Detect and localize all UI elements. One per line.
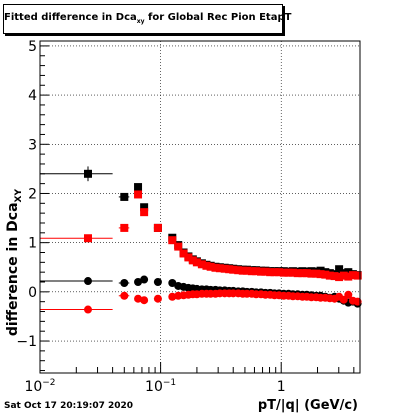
square-marker	[344, 272, 353, 281]
square-marker	[234, 266, 243, 275]
circle-marker	[83, 277, 92, 286]
y-tick-label: 4	[28, 88, 37, 104]
plot-title-subscript: xy	[136, 18, 145, 25]
circle-marker	[134, 294, 143, 303]
square-marker	[312, 269, 321, 278]
square-marker	[134, 183, 143, 192]
circle-marker	[344, 290, 353, 299]
square-marker	[140, 208, 149, 217]
title-box: Fitted difference in Dcaxy for Global Re…	[3, 4, 291, 34]
square-marker	[270, 268, 279, 277]
square-marker	[220, 264, 229, 273]
axis-ticks	[39, 45, 355, 373]
circle-marker	[168, 292, 177, 301]
data-markers	[40, 166, 362, 314]
square-marker	[339, 271, 348, 280]
square-marker	[353, 271, 362, 280]
square-marker	[174, 242, 183, 251]
plot-frame	[39, 40, 361, 374]
circle-marker	[153, 294, 162, 303]
square-marker	[83, 234, 92, 243]
square-marker	[153, 223, 162, 232]
square-marker	[215, 264, 224, 273]
tick-labels: −1 0 1 2 3 4 5 10−2 10−1 1	[16, 39, 285, 395]
square-marker	[344, 268, 353, 277]
square-marker	[134, 190, 143, 199]
y-tick-label: 3	[28, 137, 37, 153]
circle-marker	[140, 296, 149, 305]
square-marker	[330, 272, 339, 281]
square-marker	[302, 269, 311, 278]
square-marker	[188, 256, 197, 265]
square-marker	[179, 249, 188, 258]
square-marker	[184, 253, 193, 262]
y-tick-label: 5	[28, 39, 37, 55]
circle-marker	[153, 278, 162, 287]
plot-title: Fitted difference in Dcaxy for Global Re…	[4, 12, 291, 25]
square-marker	[211, 263, 220, 272]
square-marker	[197, 260, 206, 269]
grid	[40, 41, 360, 373]
square-marker	[140, 203, 149, 212]
y-axis-title-main: difference in Dca	[5, 202, 21, 336]
square-marker	[284, 268, 293, 277]
circle-marker	[120, 291, 129, 300]
circle-marker	[120, 278, 129, 287]
square-marker	[229, 265, 238, 274]
square-marker	[266, 268, 275, 277]
square-marker	[257, 267, 266, 276]
square-marker	[83, 169, 92, 178]
square-marker	[335, 273, 344, 282]
square-marker	[168, 236, 177, 245]
square-marker	[321, 270, 330, 279]
square-marker	[316, 270, 325, 279]
square-marker	[261, 267, 270, 276]
y-tick-label: 1	[28, 236, 37, 252]
circle-marker	[168, 278, 177, 287]
square-marker	[225, 265, 234, 274]
square-marker	[242, 266, 251, 275]
square-marker	[202, 261, 211, 270]
y-tick-label: 2	[28, 186, 37, 202]
square-marker	[120, 192, 129, 201]
square-marker	[247, 267, 256, 276]
y-tick-label: 0	[28, 285, 37, 301]
timestamp: Sat Oct 17 20:19:07 2020	[4, 401, 134, 411]
x-tick-label: 10−1	[145, 378, 176, 395]
square-marker	[293, 269, 302, 278]
square-marker	[238, 266, 247, 275]
circle-marker	[134, 278, 143, 287]
square-marker	[252, 267, 261, 276]
square-marker	[120, 223, 129, 232]
circle-marker	[140, 275, 149, 284]
x-tick-label: 10−2	[24, 378, 55, 395]
y-axis-title-sub: XY	[14, 189, 24, 203]
square-marker	[275, 268, 284, 277]
square-marker	[348, 271, 357, 280]
plot-title-suffix: for Global Rec Pion EtapT	[144, 12, 292, 23]
square-marker	[206, 262, 215, 271]
plot-title-prefix: Fitted difference in Dca	[4, 12, 137, 23]
y-axis-title: difference in DcaXY	[5, 189, 24, 337]
square-marker	[335, 265, 344, 274]
circle-marker	[83, 305, 92, 314]
x-axis-title: pT/|q| (GeV/c)	[258, 398, 358, 413]
square-marker	[279, 268, 288, 277]
square-marker	[325, 271, 334, 280]
square-marker	[288, 268, 297, 277]
x-tick-label: 1	[277, 379, 286, 395]
square-marker	[192, 258, 201, 267]
y-tick-label: −1	[16, 334, 37, 350]
square-marker	[307, 269, 316, 278]
square-marker	[298, 269, 307, 278]
